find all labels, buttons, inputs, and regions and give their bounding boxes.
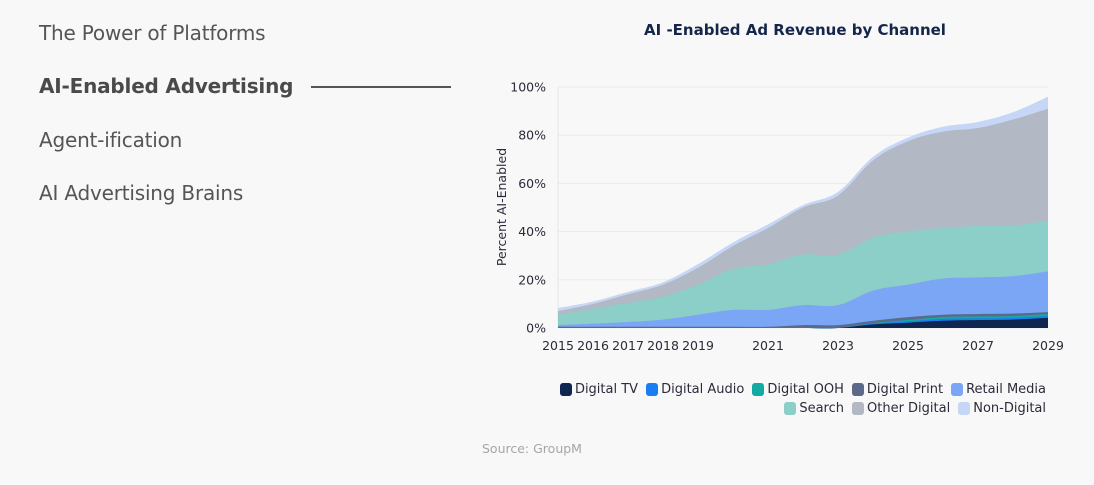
y-tick-label: 60% bbox=[518, 176, 546, 191]
x-tick-label: 2027 bbox=[962, 338, 994, 353]
y-tick-label: 40% bbox=[518, 224, 546, 239]
nav-item-ai-enabled-advertising[interactable]: AI-Enabled Advertising bbox=[39, 74, 294, 98]
legend-swatch bbox=[951, 383, 964, 396]
nav-item-agent-ification[interactable]: Agent-ification bbox=[39, 128, 183, 152]
legend-item-non-digital[interactable]: Non-Digital bbox=[958, 401, 1046, 416]
area-digital-tv bbox=[558, 317, 1048, 329]
y-tick-label: 0% bbox=[526, 321, 546, 336]
x-tick-label: 2016 bbox=[577, 338, 609, 353]
chart-legend: Digital TV Digital Audio Digital OOH Digita… bbox=[526, 382, 1046, 420]
y-tick-label: 20% bbox=[518, 272, 546, 287]
x-tick-label: 2029 bbox=[1032, 338, 1064, 353]
source-note: Source: GroupM bbox=[482, 441, 582, 456]
legend-swatch bbox=[958, 402, 971, 415]
legend-label: Digital Print bbox=[866, 382, 944, 397]
area-layers bbox=[558, 96, 1048, 329]
legend-swatch bbox=[646, 383, 659, 396]
legend-item-digital-tv[interactable]: Digital TV bbox=[559, 382, 639, 397]
legend-item-digital-audio[interactable]: Digital Audio bbox=[646, 382, 744, 397]
legend-label: Digital TV bbox=[574, 382, 639, 397]
legend-item-other-digital[interactable]: Other Digital bbox=[852, 401, 950, 416]
area-retail-media bbox=[558, 271, 1048, 328]
legend-swatch bbox=[559, 383, 572, 396]
x-tick-label: 2021 bbox=[752, 338, 784, 353]
legend-row: Digital TV Digital Audio Digital OOH Digita… bbox=[526, 382, 1046, 397]
legend-item-digital-ooh[interactable]: Digital OOH bbox=[752, 382, 844, 397]
legend-label: Non-Digital bbox=[973, 401, 1046, 416]
legend-item-search[interactable]: Search bbox=[784, 401, 844, 416]
legend-item-retail-media[interactable]: Retail Media bbox=[951, 382, 1046, 397]
x-tick-label: 2023 bbox=[822, 338, 854, 353]
x-tick-label: 2017 bbox=[612, 338, 644, 353]
x-tick-label: 2015 bbox=[542, 338, 574, 353]
legend-label: Digital Audio bbox=[661, 382, 745, 397]
legend-row: Search Other Digital Non-Digital bbox=[526, 401, 1046, 416]
active-section-indicator bbox=[311, 86, 451, 88]
chart-title: AI -Enabled Ad Revenue by Channel bbox=[644, 21, 946, 39]
nav-item-power-of-platforms[interactable]: The Power of Platforms bbox=[39, 21, 266, 45]
legend-swatch bbox=[752, 383, 765, 396]
y-tick-label: 100% bbox=[510, 80, 546, 95]
y-tick-label: 80% bbox=[518, 128, 546, 143]
legend-label: Retail Media bbox=[966, 382, 1046, 397]
y-axis-ticks: 0% 20% 40% 60% 80% 100% bbox=[510, 80, 546, 336]
x-tick-label: 2019 bbox=[682, 338, 714, 353]
nav-item-ai-advertising-brains[interactable]: AI Advertising Brains bbox=[39, 181, 244, 205]
legend-label: Search bbox=[799, 401, 844, 416]
legend-swatch bbox=[852, 402, 864, 415]
x-tick-label: 2025 bbox=[892, 338, 924, 353]
legend-item-digital-print[interactable]: Digital Print bbox=[851, 382, 944, 397]
legend-label: Other Digital bbox=[867, 401, 951, 416]
legend-label: Digital OOH bbox=[767, 382, 844, 397]
legend-swatch bbox=[784, 402, 797, 415]
x-tick-label: 2018 bbox=[647, 338, 679, 353]
y-axis-label: Percent AI-Enabled bbox=[494, 148, 509, 266]
legend-swatch bbox=[851, 383, 864, 396]
x-axis-ticks: 2015 2016 2017 2018 2019 2021 2023 2025 2027 2029 bbox=[542, 338, 1064, 353]
